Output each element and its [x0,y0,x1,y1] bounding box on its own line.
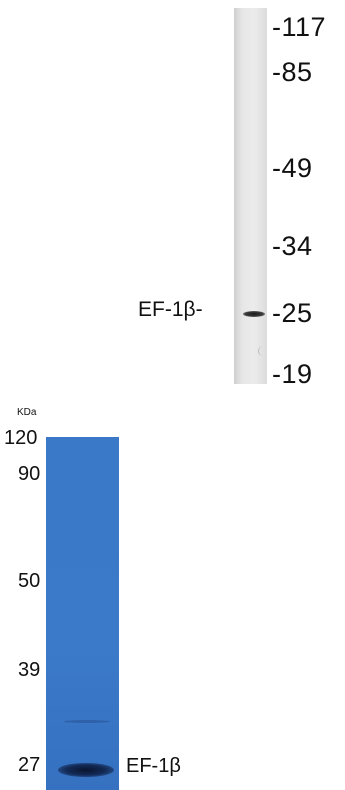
blot-artifact [258,346,268,356]
blot-lane [234,8,267,384]
gel-marker-27: 27 [18,754,41,776]
marker-34: -34 [272,231,313,261]
gel-lane [46,437,119,790]
gel-marker-50: 50 [18,570,41,592]
marker-19: -19 [272,359,313,389]
marker-85: -85 [272,57,313,87]
gel-marker-39: 39 [18,659,41,681]
marker-25: -25 [272,298,313,328]
blot-band [243,311,265,317]
marker-49: -49 [272,153,313,183]
target-protein-label: EF-1β- [138,298,203,321]
gel-target-label: EF-1β [126,755,181,777]
gel-marker-90: 90 [18,463,41,485]
gel-band [58,763,114,777]
gel-faint-band [64,720,110,723]
marker-117: -117 [272,12,327,42]
gel-marker-120: 120 [4,427,38,449]
unit-label: KDa [17,407,37,418]
